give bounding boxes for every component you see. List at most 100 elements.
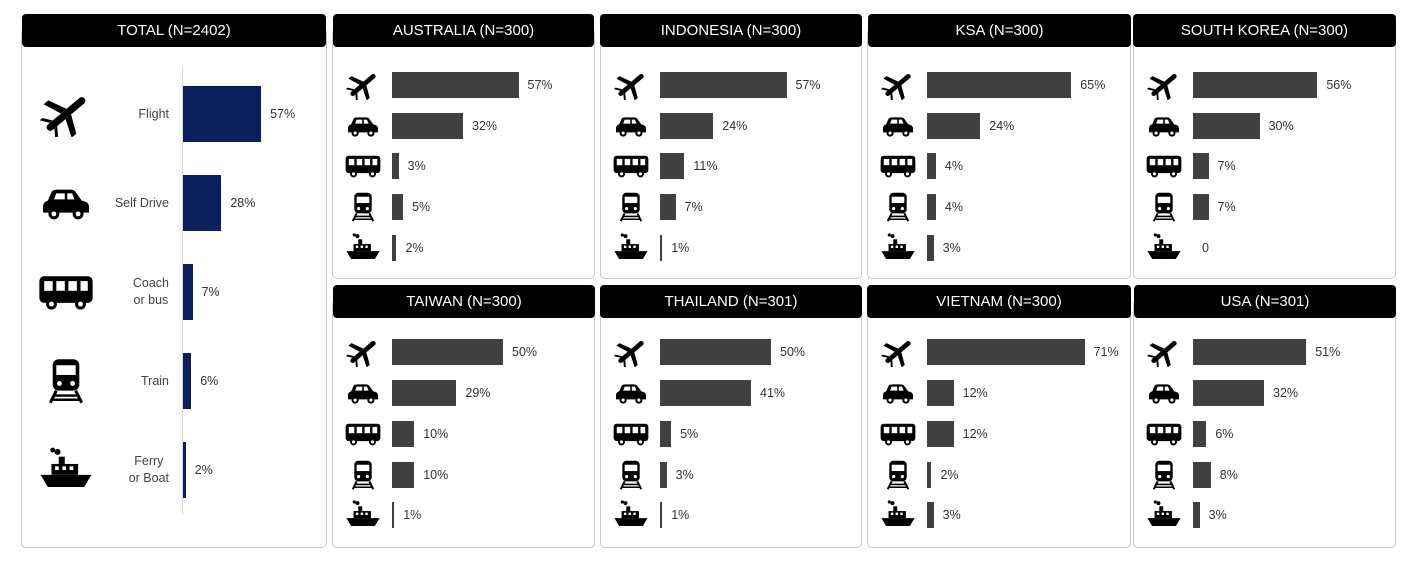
bar-train — [392, 462, 415, 488]
category-label-line: Self Drive — [114, 195, 169, 210]
train-icon — [619, 192, 643, 222]
value-label: 29% — [465, 386, 491, 400]
train-icon — [1152, 460, 1176, 490]
bar-train — [392, 194, 404, 220]
category-label-line: Ferry — [134, 454, 164, 468]
car-icon — [883, 117, 913, 137]
plane-icon — [613, 74, 644, 100]
bar-self-drive — [660, 113, 714, 139]
bar-flight — [660, 339, 771, 365]
value-label: 2% — [405, 241, 424, 255]
train-icon — [619, 460, 643, 490]
value-label: 3% — [1208, 508, 1227, 522]
value-label: 6% — [1215, 427, 1234, 441]
bar-ferry-or-boat — [660, 235, 663, 261]
value-label: 12% — [962, 386, 988, 400]
value-label: 1% — [671, 241, 690, 255]
ferry-icon — [346, 233, 380, 260]
chart-panel-indonesia — [600, 28, 862, 279]
value-label: 7% — [1217, 159, 1236, 173]
category-axis — [182, 68, 183, 514]
bar-train — [1193, 462, 1211, 488]
ferry-icon — [40, 447, 92, 487]
bus-icon — [880, 155, 916, 178]
value-label: 10% — [423, 427, 449, 441]
ferry-icon — [614, 233, 648, 260]
bar-ferry-or-boat — [1193, 502, 1200, 528]
plane-icon — [345, 74, 376, 100]
category-label: Ferry or Boat — [129, 453, 169, 487]
value-label: 6% — [200, 374, 219, 388]
car-icon — [348, 117, 378, 137]
bar-train — [1193, 194, 1209, 220]
value-label: 3% — [942, 508, 961, 522]
value-label: 2% — [940, 468, 959, 482]
value-label: 56% — [1326, 78, 1352, 92]
car-icon — [616, 117, 646, 137]
value-label: 1% — [403, 508, 422, 522]
value-label: 51% — [1315, 345, 1341, 359]
ferry-icon — [346, 500, 380, 527]
chart-title: KSA (N=300) — [868, 14, 1131, 47]
bar-flight — [660, 72, 787, 98]
value-label: 5% — [412, 200, 431, 214]
plane-icon — [613, 341, 644, 367]
category-label-line: Train — [140, 373, 169, 388]
bar-train — [660, 462, 667, 488]
bus-icon — [613, 155, 649, 178]
category-label-line: or Boat — [128, 471, 169, 485]
bar-ferry-or-boat — [392, 235, 397, 261]
plane-icon — [39, 97, 86, 137]
value-label: 57% — [795, 78, 821, 92]
bar-ferry-or-boat — [392, 502, 395, 528]
ferry-icon — [1147, 500, 1181, 527]
bar-coach-or-bus — [183, 264, 193, 320]
value-label: 7% — [684, 200, 703, 214]
bar-ferry-or-boat — [183, 442, 186, 498]
train-icon — [886, 192, 910, 222]
bar-flight — [927, 339, 1085, 365]
bus-icon — [345, 423, 381, 446]
train-icon — [48, 359, 84, 404]
value-label: 7% — [1217, 200, 1236, 214]
ferry-icon — [881, 500, 915, 527]
category-label-line: Coach — [132, 276, 169, 290]
bar-flight — [1193, 339, 1307, 365]
bar-flight — [392, 339, 503, 365]
bus-icon — [1146, 423, 1182, 446]
value-label: 57% — [527, 78, 553, 92]
bus-icon — [880, 423, 916, 446]
chart-panel-south-korea — [1133, 28, 1396, 279]
bar-self-drive — [927, 113, 981, 139]
bar-coach-or-bus — [392, 421, 415, 447]
bar-self-drive — [927, 380, 954, 406]
chart-panel-australia — [332, 28, 595, 279]
value-label: 4% — [944, 200, 963, 214]
value-label: 12% — [962, 427, 988, 441]
value-label: 28% — [230, 196, 256, 210]
chart-title: TOTAL (N=2402) — [22, 14, 326, 47]
chart-title: INDONESIA (N=300) — [600, 14, 862, 47]
bar-coach-or-bus — [927, 153, 936, 179]
plane-icon — [880, 74, 911, 100]
value-label: 3% — [942, 241, 961, 255]
chart-title: AUSTRALIA (N=300) — [333, 14, 594, 47]
bar-train — [660, 194, 676, 220]
value-label: 65% — [1080, 78, 1106, 92]
chart-title: VIETNAM (N=300) — [867, 285, 1131, 318]
value-label: 5% — [680, 427, 699, 441]
bar-train — [927, 194, 936, 220]
train-icon — [351, 460, 375, 490]
category-label-line: or bus — [133, 293, 169, 307]
bar-self-drive — [183, 175, 222, 231]
car-icon — [348, 384, 378, 404]
bar-coach-or-bus — [660, 421, 672, 447]
value-label: 1% — [671, 508, 690, 522]
value-label: 50% — [512, 345, 538, 359]
plane-icon — [1146, 74, 1177, 100]
value-label: 11% — [693, 159, 718, 173]
ferry-icon — [614, 500, 648, 527]
train-icon — [351, 192, 375, 222]
bus-icon — [613, 423, 649, 446]
plane-icon — [345, 341, 376, 367]
